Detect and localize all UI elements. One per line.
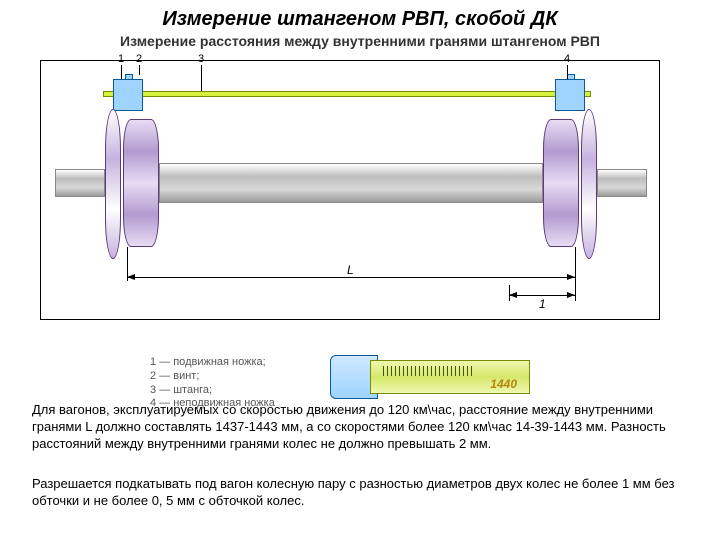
callout-3: 3 — [198, 53, 204, 65]
zoom-ruler-detail: 1440 — [370, 360, 530, 394]
caliper-ruler — [103, 91, 591, 97]
caliper-jaw-right — [555, 79, 585, 111]
description-2: Разрешается подкатывать под вагон колесн… — [32, 476, 688, 510]
callout-2: 2 — [136, 53, 142, 65]
wheelset-diagram: 1 2 3 4 L 1 — [40, 60, 660, 320]
axle — [159, 163, 543, 203]
dim-label-L: L — [347, 263, 354, 277]
wheel-rim-left — [123, 119, 159, 247]
wheel-hub-right — [581, 109, 597, 259]
caliper-jaw-left — [113, 79, 143, 111]
legend-item-3: 3 — штанга; — [150, 384, 275, 398]
description-1: Для вагонов, эксплуатируемых со скорость… — [32, 402, 688, 453]
axle-end-right — [597, 169, 647, 197]
callout-1: 1 — [118, 53, 124, 65]
legend-item-1: 1 — подвижная ножка; — [150, 356, 275, 370]
wheel-hub-left — [105, 109, 121, 259]
axle-end-left — [55, 169, 105, 197]
wheel-rim-right — [543, 119, 579, 247]
dim-label-1: 1 — [539, 297, 546, 311]
dimension-1 — [509, 295, 575, 296]
legend-item-2: 2 — винт; — [150, 370, 275, 384]
zoom-ticks — [383, 366, 473, 376]
callout-4: 4 — [564, 53, 570, 65]
page-title: Измерение штангеном РВП, скобой ДК — [0, 0, 720, 31]
dimension-L — [127, 277, 575, 278]
zoom-value: 1440 — [490, 377, 517, 391]
page-subtitle: Измерение расстояния между внутренними г… — [0, 33, 720, 49]
